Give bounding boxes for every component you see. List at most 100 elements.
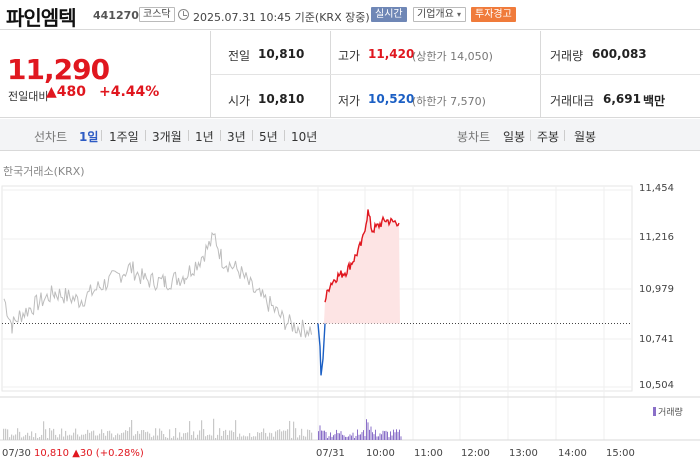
divider <box>220 130 221 141</box>
tab-1w[interactable]: 1주일 <box>109 130 139 144</box>
divider <box>530 130 531 141</box>
volume-bar <box>337 433 339 440</box>
volume-bar <box>331 436 333 440</box>
volume-bar <box>147 431 149 440</box>
volume-bar <box>93 430 95 440</box>
prev-close-label: 전일 <box>228 49 251 63</box>
volume-bar <box>322 430 324 440</box>
stock-name: 파인엠텍 <box>6 6 77 30</box>
volume-bar <box>201 420 203 440</box>
volume-bar <box>295 428 297 440</box>
tab-weekly-candle[interactable]: 주봉 <box>537 130 560 144</box>
realtime-button[interactable]: 실시간 <box>371 7 407 22</box>
volume-bar <box>159 428 161 440</box>
volume-bar <box>361 432 363 440</box>
prev-close-value: 10,810 <box>258 47 305 61</box>
volume-bar <box>153 435 155 440</box>
volume-bar <box>189 421 191 440</box>
volume-bar <box>393 429 394 440</box>
volume-bar <box>328 436 330 440</box>
volume-bar <box>394 432 396 440</box>
volume-bar <box>173 436 175 440</box>
volume-bar <box>129 427 131 440</box>
volume-bar <box>255 436 257 440</box>
volume-bar <box>345 436 346 440</box>
current-price: 11,290 <box>7 53 110 86</box>
volume-bar <box>47 437 49 440</box>
tab-5y[interactable]: 5년 <box>259 130 278 144</box>
volume-bar <box>199 430 201 440</box>
tab-monthly-candle[interactable]: 월봉 <box>574 130 597 144</box>
volume-bar <box>163 434 165 440</box>
upper-limit: (상한가 14,050) <box>412 50 493 63</box>
volume-bar <box>121 433 123 440</box>
x-tick: 13:00 <box>509 448 538 459</box>
volume-bar <box>103 433 105 440</box>
open-label: 시가 <box>228 94 251 108</box>
x-tick: 07/31 <box>316 448 345 459</box>
volume-bar <box>287 429 289 440</box>
volume-bar <box>43 421 45 440</box>
volume-bar <box>139 433 141 440</box>
volume-bar <box>381 434 382 440</box>
volume-bar <box>161 430 163 440</box>
volume-bar <box>135 434 137 440</box>
volume-bar <box>303 435 305 440</box>
volume-bar <box>348 436 349 440</box>
volume-bar <box>309 429 311 440</box>
volume-bar <box>283 430 285 440</box>
volume-bar <box>133 435 135 440</box>
tab-3m[interactable]: 3개월 <box>152 130 182 144</box>
volume-bar <box>19 431 21 440</box>
y-tick: 10,504 <box>639 380 674 391</box>
high-label: 고가 <box>338 49 361 63</box>
company-info-dropdown[interactable]: 기업개요 ▾ <box>413 7 466 22</box>
volume-bar <box>37 437 39 440</box>
volume-bar <box>181 436 183 440</box>
prev-day-summary: 07/30 10,810 ▲30 (+0.28%) <box>2 448 144 459</box>
volume-bar <box>39 437 41 440</box>
volume-bar <box>55 434 57 440</box>
volume-bar <box>321 430 322 440</box>
volume-label: 거래량 <box>550 49 584 63</box>
gain-line <box>324 209 400 303</box>
volume-bar <box>375 429 376 440</box>
volume-bar <box>400 436 402 440</box>
volume-bar <box>195 437 197 440</box>
volume-bar <box>21 437 23 440</box>
volume-bar <box>351 435 352 440</box>
volume-bar <box>35 433 37 440</box>
chart-source: 한국거래소(KRX) <box>3 165 85 178</box>
tab-3y[interactable]: 3년 <box>227 130 246 144</box>
volume-bar <box>372 432 373 440</box>
volume-bar <box>91 431 93 440</box>
volume-bar <box>191 434 193 440</box>
volume-bar <box>59 434 61 440</box>
volume-bar <box>324 430 325 440</box>
amount-label: 거래대금 <box>550 94 595 108</box>
company-info-label: 기업개요 <box>417 9 454 20</box>
volume-bar <box>382 430 384 440</box>
tab-1d[interactable]: 1일 <box>79 130 99 144</box>
volume-bar <box>281 431 283 440</box>
volume-bar <box>259 432 261 440</box>
volume-bar <box>211 435 213 440</box>
volume-bar <box>123 432 125 440</box>
divider <box>211 74 700 75</box>
volume-bar <box>63 436 65 440</box>
volume-bar <box>71 435 73 440</box>
volume-bar <box>229 430 231 440</box>
volume-bar <box>363 430 364 440</box>
prev-day-line <box>3 231 312 338</box>
volume-bar <box>175 428 177 440</box>
volume-bar <box>149 433 151 440</box>
volume-bar <box>51 430 53 440</box>
investment-warning-badge[interactable]: 투자경고 <box>471 7 516 22</box>
tab-1y[interactable]: 1년 <box>195 130 214 144</box>
x-tick: 10:00 <box>366 448 395 459</box>
volume-bar <box>11 434 13 440</box>
tab-daily-candle[interactable]: 일봉 <box>503 130 526 144</box>
volume-bar <box>318 431 319 440</box>
line-chart-label: 선차트 <box>34 130 68 144</box>
tab-10y[interactable]: 10년 <box>291 130 318 144</box>
